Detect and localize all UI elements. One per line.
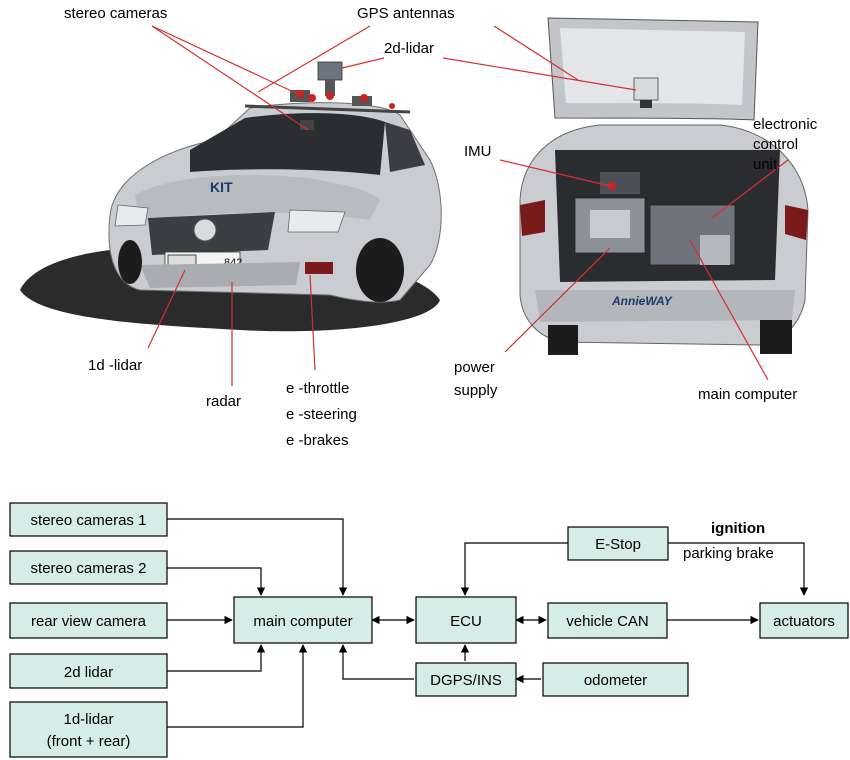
label-e-brakes: e -brakes [286,432,349,449]
front-car-image: 842 KIT [20,61,442,332]
diagram-node-stereo-cameras-2: stereo cameras 2 [9,550,168,585]
node-label-main-computer: main computer [253,613,352,630]
photo-labels: stereo cameras GPS antennas 2d-lidar IMU… [64,5,818,449]
label-power-supply-line2: supply [454,382,498,399]
label-imu: IMU [464,143,492,160]
diagram-node-actuators: actuators [759,602,849,639]
diagram-node-ecu: ECU [415,596,517,644]
diagram-node-stereo-cameras-1: stereo cameras 1 [9,502,168,537]
label-2d-lidar: 2d-lidar [384,40,434,57]
node-label-stereo-cameras-1: stereo cameras 1 [31,512,147,529]
diagram-node-1d-lidar: 1d-lidar (front + rear) [9,701,168,758]
label-main-computer: main computer [698,386,797,403]
label-e-throttle: e -throttle [286,380,349,397]
label-radar: radar [206,393,241,410]
edge-label-parking-brake: parking brake [683,545,774,562]
node-label-vehicle-can: vehicle CAN [566,613,649,630]
label-ecu-line3: unit [753,156,778,173]
node-label-e-stop: E-Stop [595,536,641,553]
diagram-node-rear-view-camera: rear view camera [9,602,168,639]
label-ecu-line2: control [753,136,798,153]
label-1d-lidar: 1d -lidar [88,357,142,374]
edge-label-ignition: ignition [711,520,765,537]
node-label-rear-view-camera: rear view camera [31,613,147,630]
node-label-dgps-ins: DGPS/INS [430,672,502,689]
diagram-connectors [167,518,809,728]
node-label-1d-lidar-line2: (front + rear) [47,733,131,750]
node-label-odometer: odometer [584,672,647,689]
diagram-node-odometer: odometer [542,662,689,697]
label-stereo-cameras: stereo cameras [64,5,167,22]
label-power-supply-line1: power [454,359,495,376]
node-label-1d-lidar-line1: 1d-lidar [63,711,113,728]
node-label-2d-lidar: 2d lidar [64,664,113,681]
rear-car-image: AnnieWAY [519,17,809,355]
node-label-actuators: actuators [773,613,835,630]
diagram-node-2d-lidar: 2d lidar [9,653,168,689]
front-car-logo: KIT [210,179,233,195]
rear-car-logo: AnnieWAY [611,294,673,308]
node-label-ecu: ECU [450,613,482,630]
diagram-node-vehicle-can: vehicle CAN [547,602,668,639]
photo-leader-lines [147,25,789,386]
label-ecu-line1: electronic [753,116,818,133]
diagram-node-dgps-ins: DGPS/INS [415,662,517,697]
label-e-steering: e -steering [286,406,357,423]
diagram-node-e-stop: E-Stop [567,526,669,561]
label-gps-antennas: GPS antennas [357,5,455,22]
node-label-stereo-cameras-2: stereo cameras 2 [31,560,147,577]
diagram-node-main-computer: main computer [233,596,373,644]
